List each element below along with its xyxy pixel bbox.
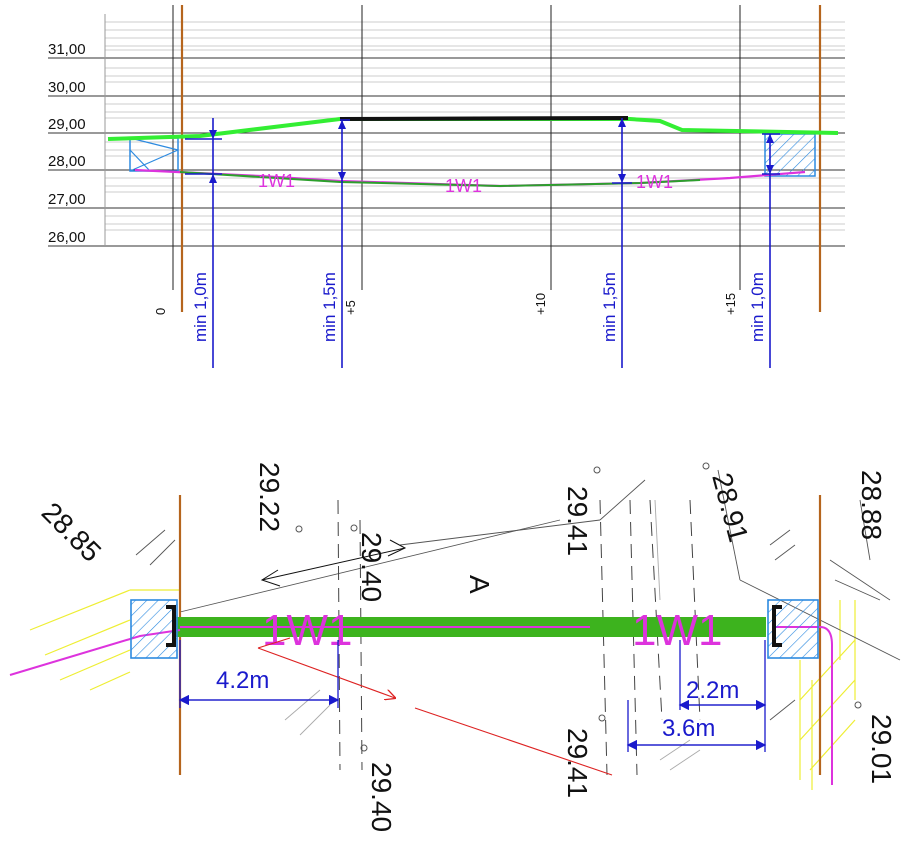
black-arrows (260, 539, 407, 587)
profile-pipe-labels: 1W1 1W1 1W1 (258, 171, 673, 196)
elevation-label: 30,00 (48, 79, 86, 96)
plan-pipe-labels: 1W1 1W1 (262, 606, 722, 655)
profile-pipe-bottom (179, 171, 701, 188)
station-label: +10 (533, 293, 548, 315)
station-labels: 0 +5 +10 +15 (153, 293, 738, 315)
elevation-label: 28,00 (48, 153, 86, 170)
station-label: +15 (723, 293, 738, 315)
dimension-label: 2.2m (686, 677, 739, 704)
bracket-markers (166, 605, 782, 647)
station-label: 0 (153, 308, 168, 315)
depth-label: min 1,0m (748, 272, 767, 342)
depth-arrows (209, 118, 774, 183)
spot-height: 29.40 (366, 762, 397, 832)
survey-points (295, 462, 862, 752)
station-label: +5 (343, 300, 358, 315)
depth-labels: min 1,0m min 1,5m min 1,5m min 1,0m (191, 272, 767, 342)
spot-height: 29.22 (254, 462, 285, 532)
profile-grid (105, 21, 845, 231)
pipe-label: 1W1 (632, 606, 722, 655)
profile-manhole-left (129, 137, 179, 172)
plan-dimension-lines (178, 640, 767, 752)
plan-pipe-outlet (775, 626, 833, 785)
elevation-labels: 31,00 30,00 29,00 28,00 27,00 26,00 (48, 41, 86, 246)
spot-height: 29.41 (562, 728, 593, 798)
elevation-label: 27,00 (48, 191, 86, 208)
profile-major-lines (48, 14, 845, 247)
yellow-hatch-left (29, 589, 180, 691)
light-lines (284, 499, 701, 771)
spot-height: 28.85 (36, 496, 107, 567)
spot-height: 29.40 (356, 532, 387, 602)
pipe-label: 1W1 (445, 176, 482, 196)
area-label: A (464, 575, 495, 594)
spot-height: 29.01 (866, 714, 897, 784)
pipe-label: 1W1 (262, 606, 352, 655)
yellow-hatch-right (799, 600, 856, 790)
depth-dimensions (185, 118, 780, 368)
dimension-label: 4.2m (216, 667, 269, 694)
spot-height: 29.41 (562, 486, 593, 556)
profile-border-lines (180, 5, 822, 312)
plan-dimension-labels: 4.2m 2.2m 3.6m (216, 667, 739, 742)
pipe-label: 1W1 (258, 171, 295, 191)
profile-section: 31,00 30,00 29,00 28,00 27,00 26,00 (48, 5, 845, 368)
red-lines (257, 637, 613, 776)
road-surface (339, 116, 629, 121)
plan-manhole-left (130, 599, 178, 659)
elevation-label: 26,00 (48, 229, 86, 246)
pipe-label: 1W1 (636, 172, 673, 192)
elevation-label: 29,00 (48, 116, 86, 133)
plan-manhole-right (767, 599, 819, 659)
plan-section: 1W1 1W1 A (9, 462, 901, 832)
depth-label: min 1,5m (600, 272, 619, 342)
dimension-label: 3.6m (662, 715, 715, 742)
station-lines (172, 5, 741, 290)
depth-label: min 1,5m (320, 272, 339, 342)
depth-label: min 1,0m (191, 272, 210, 342)
spot-height: 28.91 (706, 470, 754, 546)
spot-height: 28.88 (856, 470, 887, 540)
elevation-label: 31,00 (48, 41, 86, 58)
ground-line (107, 117, 839, 141)
